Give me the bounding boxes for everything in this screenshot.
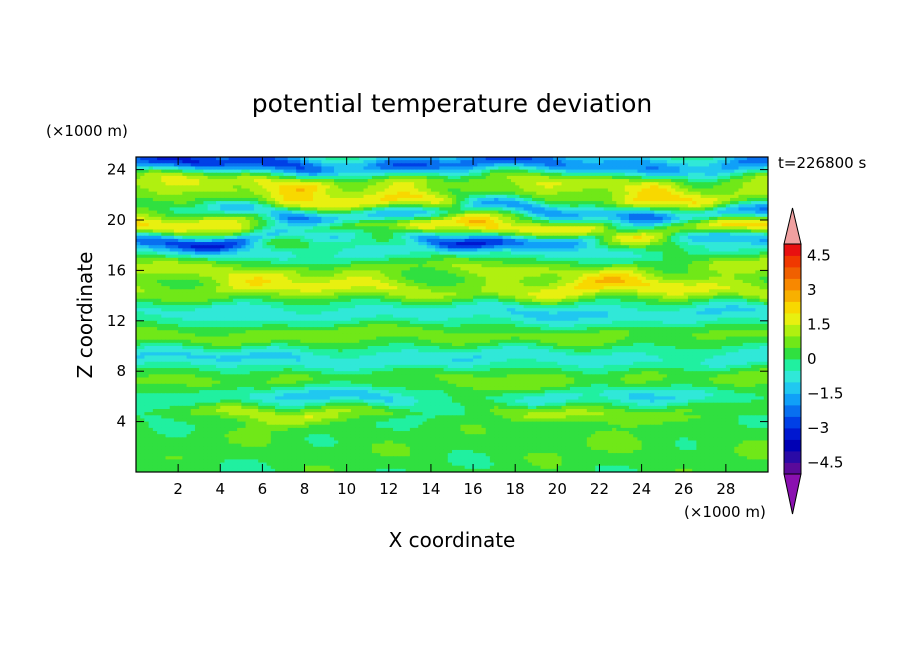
x-tick-label: 20	[548, 480, 567, 498]
colorbar-swatch	[784, 267, 801, 279]
colorbar-label: −1.5	[807, 385, 843, 403]
colorbar-swatch	[784, 394, 801, 406]
colorbar-swatch	[784, 382, 801, 394]
colorbar-swatch	[784, 336, 801, 348]
colorbar-swatch	[784, 371, 801, 383]
contour-field	[136, 157, 769, 473]
colorbar-under-arrow	[784, 474, 801, 514]
y-tick-label: 16	[107, 261, 126, 279]
chart-title: potential temperature deviation	[252, 89, 652, 118]
y-tick-label: 4	[116, 413, 126, 431]
x-tick-label: 18	[506, 480, 525, 498]
colorbar: 4.5 3 1.5 0 −1.5 −3 −4.5	[784, 208, 843, 514]
colorbar-label: 4.5	[807, 247, 831, 265]
x-tick-label: 12	[379, 480, 398, 498]
colorbar-swatch	[784, 313, 801, 325]
colorbar-swatch	[784, 428, 801, 440]
time-label: t=226800 s	[778, 154, 866, 172]
x-tick-label: 2	[173, 480, 183, 498]
colorbar-label: 3	[807, 281, 817, 299]
y-axis-label: Z coordinate	[73, 252, 97, 379]
x-tick-label: 26	[674, 480, 693, 498]
x-tick-label: 4	[215, 480, 225, 498]
colorbar-label: 1.5	[807, 316, 831, 334]
colorbar-over-arrow	[784, 208, 801, 244]
colorbar-swatch	[784, 417, 801, 429]
y-tick-label: 24	[107, 161, 126, 179]
x-axis-label: X coordinate	[389, 528, 516, 552]
colorbar-swatch	[784, 256, 801, 268]
x-tick-label: 22	[590, 480, 609, 498]
colorbar-swatch	[784, 463, 801, 475]
y-tick-label: 12	[107, 312, 126, 330]
x-tick-label: 8	[300, 480, 310, 498]
colorbar-label: −3	[807, 419, 829, 437]
colorbar-label: 0	[807, 350, 817, 368]
colorbar-label: −4.5	[807, 454, 843, 472]
colorbar-swatch	[784, 279, 801, 291]
colorbar-swatch	[784, 359, 801, 371]
x-tick-label: 24	[632, 480, 651, 498]
x-tick-label: 6	[258, 480, 268, 498]
x-tick-label: 10	[337, 480, 356, 498]
x-tick-label: 14	[421, 480, 440, 498]
y-tick-label: 20	[107, 211, 126, 229]
x-tick-label: 16	[464, 480, 483, 498]
colorbar-swatch	[784, 302, 801, 314]
y-tick-label: 8	[116, 362, 126, 380]
y-axis-unit: (×1000 m)	[46, 122, 128, 140]
colorbar-swatch	[784, 325, 801, 337]
colorbar-swatch	[784, 405, 801, 417]
colorbar-swatch	[784, 244, 801, 256]
colorbar-swatch	[784, 451, 801, 463]
x-tick-label: 28	[716, 480, 735, 498]
colorbar-swatch	[784, 348, 801, 360]
colorbar-swatch	[784, 290, 801, 302]
x-axis-unit: (×1000 m)	[684, 503, 766, 521]
colorbar-swatch	[784, 440, 801, 452]
